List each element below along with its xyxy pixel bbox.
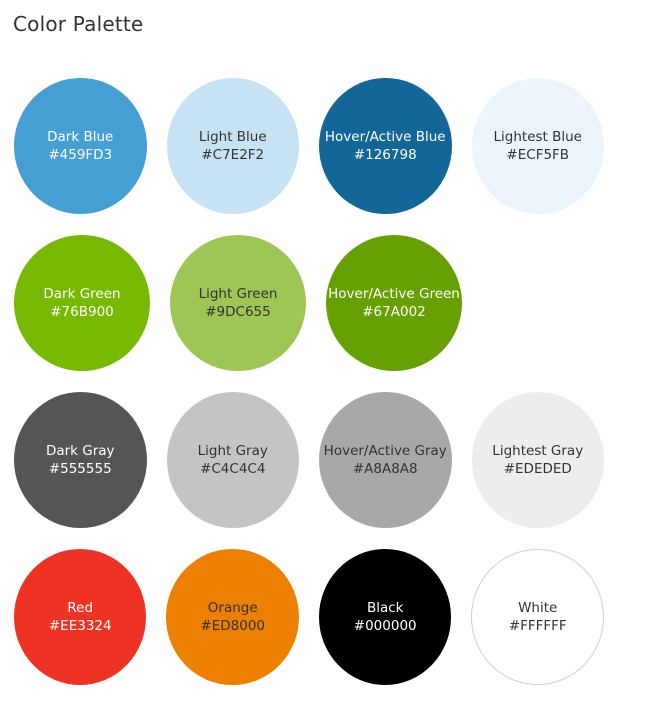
palette-row-gray: Dark Gray #555555 Light Gray #C4C4C4 Hov… (14, 392, 624, 528)
swatch-hex: #67A002 (362, 304, 426, 320)
swatch-black[interactable]: Black #000000 (318, 549, 452, 685)
swatch-light-green[interactable]: Light Green #9DC655 (170, 235, 306, 371)
swatch-hex: #9DC655 (205, 304, 271, 320)
swatch-light-blue[interactable]: Light Blue #C7E2F2 (166, 78, 299, 214)
swatch-hover-active-green[interactable]: Hover/Active Green #67A002 (326, 235, 462, 371)
swatch-orange[interactable]: Orange #ED8000 (166, 549, 299, 685)
swatch-name: Hover/Active Green (328, 286, 460, 302)
swatch-name: Hover/Active Gray (323, 443, 447, 459)
swatch-hover-active-blue[interactable]: Hover/Active Blue #126798 (319, 78, 452, 214)
swatch-hex: #76B900 (50, 304, 114, 320)
swatch-name: Lightest Blue (493, 129, 583, 145)
swatch-hex: #A8A8A8 (352, 461, 418, 477)
swatch-hex: #EE3324 (48, 618, 112, 634)
swatch-hex: #C7E2F2 (201, 147, 265, 163)
palette-row-green: Dark Green #76B900 Light Green #9DC655 H… (14, 235, 624, 371)
swatch-lightest-gray[interactable]: Lightest Gray #EDEDED (471, 392, 604, 528)
swatch-name: Dark Green (43, 286, 121, 302)
swatch-hex: #C4C4C4 (200, 461, 266, 477)
swatch-hex: #ED8000 (200, 618, 266, 634)
page-title: Color Palette (13, 12, 144, 36)
swatch-hex: #126798 (353, 147, 417, 163)
swatch-name: Light Blue (198, 129, 267, 145)
swatch-hex: #000000 (353, 618, 417, 634)
swatch-name: Orange (207, 600, 258, 616)
swatch-red[interactable]: Red #EE3324 (14, 549, 147, 685)
swatch-name: Dark Blue (47, 129, 114, 145)
palette-grid: Dark Blue #459FD3 Light Blue #C7E2F2 Hov… (14, 78, 624, 685)
swatch-name: White (518, 600, 558, 616)
swatch-hex: #FFFFFF (508, 618, 567, 634)
swatch-hex: #555555 (48, 461, 112, 477)
swatch-dark-green[interactable]: Dark Green #76B900 (14, 235, 150, 371)
swatch-name: Dark Gray (45, 443, 115, 459)
swatch-hex: #459FD3 (48, 147, 113, 163)
swatch-dark-gray[interactable]: Dark Gray #555555 (14, 392, 147, 528)
palette-row-accents: Red #EE3324 Orange #ED8000 Black #000000… (14, 549, 624, 685)
swatch-name: Light Gray (197, 443, 268, 459)
swatch-white[interactable]: White #FFFFFF (471, 549, 604, 685)
swatch-name: Red (67, 600, 94, 616)
swatch-name: Black (366, 600, 404, 616)
swatch-name: Hover/Active Blue (324, 129, 446, 145)
palette-row-blue: Dark Blue #459FD3 Light Blue #C7E2F2 Hov… (14, 78, 624, 214)
swatch-dark-blue[interactable]: Dark Blue #459FD3 (14, 78, 147, 214)
swatch-name: Light Green (198, 286, 278, 302)
swatch-hex: #EDEDED (503, 461, 572, 477)
swatch-name: Lightest Gray (492, 443, 584, 459)
swatch-light-gray[interactable]: Light Gray #C4C4C4 (166, 392, 299, 528)
swatch-hex: #ECF5FB (506, 147, 570, 163)
swatch-hover-active-gray[interactable]: Hover/Active Gray #A8A8A8 (319, 392, 452, 528)
swatch-lightest-blue[interactable]: Lightest Blue #ECF5FB (471, 78, 604, 214)
